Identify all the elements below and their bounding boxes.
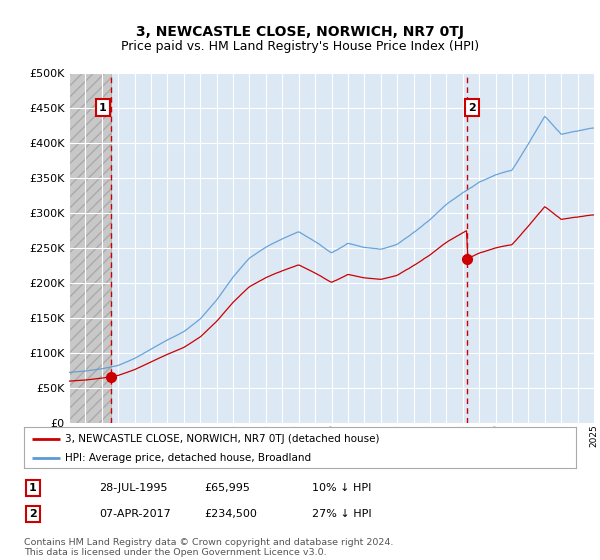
Text: 2: 2 (29, 509, 37, 519)
Bar (69, 73, 111, 423)
Text: 1: 1 (29, 483, 37, 493)
Text: 3, NEWCASTLE CLOSE, NORWICH, NR7 0TJ: 3, NEWCASTLE CLOSE, NORWICH, NR7 0TJ (136, 25, 464, 39)
Text: HPI: Average price, detached house, Broadland: HPI: Average price, detached house, Broa… (65, 452, 311, 463)
Text: £65,995: £65,995 (204, 483, 250, 493)
Text: 28-JUL-1995: 28-JUL-1995 (99, 483, 167, 493)
Text: Price paid vs. HM Land Registry's House Price Index (HPI): Price paid vs. HM Land Registry's House … (121, 40, 479, 53)
Text: 27% ↓ HPI: 27% ↓ HPI (312, 509, 371, 519)
Text: 2: 2 (468, 103, 476, 113)
Text: 07-APR-2017: 07-APR-2017 (99, 509, 171, 519)
Text: £234,500: £234,500 (204, 509, 257, 519)
Text: 10% ↓ HPI: 10% ↓ HPI (312, 483, 371, 493)
Text: 1: 1 (99, 103, 107, 113)
Text: 3, NEWCASTLE CLOSE, NORWICH, NR7 0TJ (detached house): 3, NEWCASTLE CLOSE, NORWICH, NR7 0TJ (de… (65, 433, 380, 444)
Text: Contains HM Land Registry data © Crown copyright and database right 2024.
This d: Contains HM Land Registry data © Crown c… (24, 538, 394, 557)
